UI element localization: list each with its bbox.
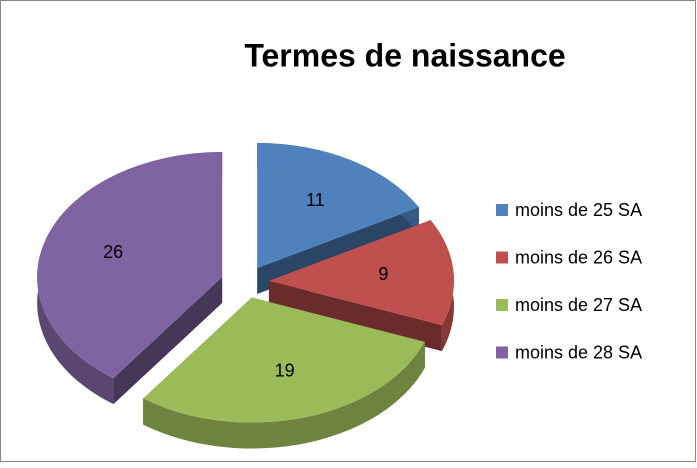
legend-swatch	[496, 204, 508, 216]
legend-label: moins de 28 SA	[515, 342, 642, 362]
data-label: 26	[103, 242, 123, 262]
slice	[143, 297, 425, 423]
legend-swatch	[496, 346, 508, 359]
slice-side	[268, 280, 442, 352]
slice-side	[113, 276, 223, 405]
chart-title: Termes de naissance	[244, 37, 565, 73]
legend-label: moins de 26 SA	[515, 247, 642, 267]
legend-swatch	[496, 299, 508, 311]
slice	[268, 220, 454, 326]
slice-side	[143, 341, 425, 449]
slice	[37, 151, 223, 379]
legend-label: moins de 27 SA	[515, 295, 642, 315]
data-label: 11	[306, 190, 325, 210]
slice	[257, 143, 419, 269]
legend-swatch	[496, 251, 508, 264]
data-label: 19	[275, 361, 295, 381]
data-label: 9	[378, 264, 388, 284]
legend-label: moins de 25 SA	[515, 200, 642, 220]
